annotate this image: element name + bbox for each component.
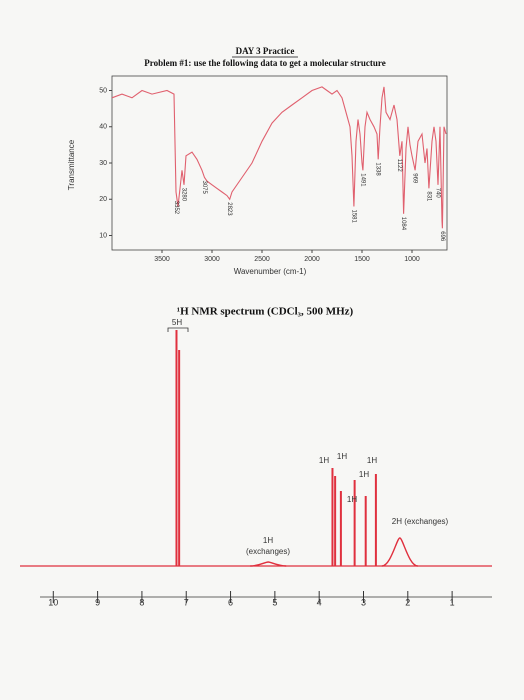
peak-label: 2823 [226,202,232,216]
x-tick-label: 1 [450,597,455,607]
x-tick-label: 3500 [154,256,170,263]
integration-label: 1H [319,456,329,465]
page-title: DAY 3 Practice [236,46,295,56]
peak-label: 3075 [201,181,207,195]
integration-label: 1H [367,456,377,465]
y-tick-label: 10 [99,232,107,239]
integration-label: 5H [172,318,182,327]
x-tick-label: 1500 [354,256,370,263]
peak-label: 1338 [375,162,381,176]
integration-label: 1H [337,452,347,461]
problem-text: Problem #1: use the following data to ge… [144,58,385,68]
x-tick-label: 2500 [254,256,270,263]
integration-label: 1H [347,495,357,504]
peak-label: 1491 [359,173,365,187]
integration-label: 1H [263,536,273,545]
peak-label: 1581 [350,210,356,224]
x-tick-label: 3000 [204,256,220,263]
integration-bracket [167,327,189,332]
x-tick-label: 8 [139,597,144,607]
peak-label: 3280 [180,188,186,202]
x-axis-label: Wavenumber (cm-1) [234,267,307,276]
x-tick-label: 2000 [304,256,320,263]
x-tick-label: 6 [228,597,233,607]
peak-label: 831 [425,191,431,202]
peak-label: 1122 [396,159,402,173]
x-tick-label: 3 [361,597,366,607]
integration-label: 2H (exchanges) [392,517,449,526]
y-axis-label: Transmittance [67,139,76,190]
x-tick-label: 9 [95,597,100,607]
nmr-title: ¹H NMR spectrum (CDCl₃, 500 MHz) [177,306,354,318]
peak-label: 1084 [400,217,406,231]
y-tick-label: 30 [99,160,107,167]
integration-label: (exchanges) [246,547,290,556]
x-tick-label: 10 [48,597,58,607]
ir-line [111,86,447,229]
peak-label: 3352 [173,201,179,215]
broad-peak [250,561,287,567]
x-tick-label: 7 [184,597,189,607]
peak-label: 696 [439,231,445,242]
broad-peak [381,537,419,567]
y-tick-label: 40 [99,124,107,131]
peak-label: 969 [412,173,418,184]
x-tick-label: 2 [405,597,410,607]
x-tick-label: 4 [317,597,322,607]
peak-label: 740 [434,188,440,199]
x-tick-label: 1000 [404,256,420,263]
x-tick-label: 5 [272,597,277,607]
y-tick-label: 20 [99,196,107,203]
integration-label: 1H [359,470,369,479]
y-tick-label: 50 [99,87,107,94]
